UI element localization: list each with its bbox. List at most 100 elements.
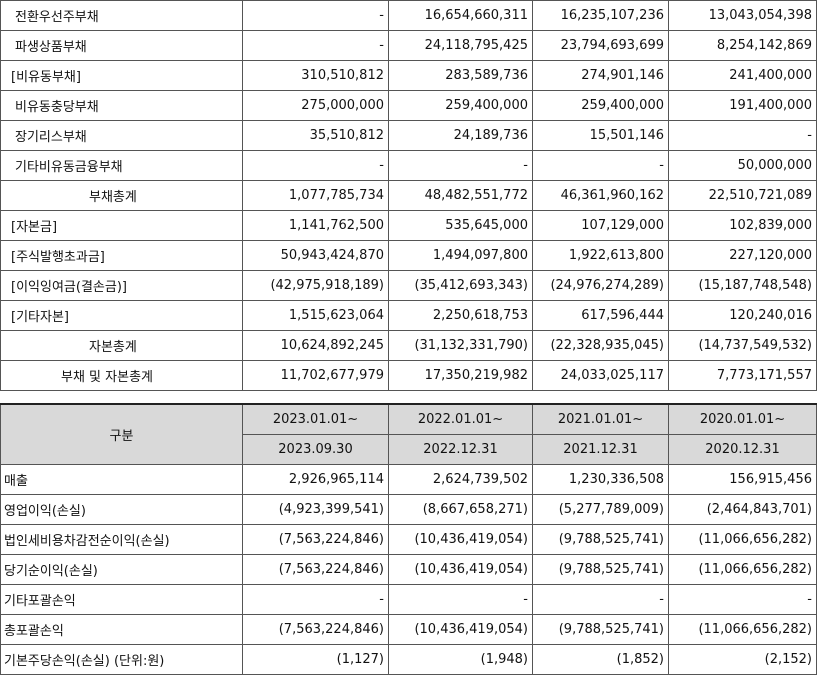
value-cell: - bbox=[532, 150, 669, 181]
value-cell: - bbox=[242, 584, 389, 615]
table-row: [자본금] 1,141,762,500 535,645,000 107,129,000… bbox=[0, 210, 817, 241]
value-cell: 46,361,960,162 bbox=[532, 180, 669, 211]
row-label: 법인세비용차감전순이익(손실) bbox=[0, 524, 243, 555]
row-label: 비유동충당부채 bbox=[0, 90, 243, 121]
table-row: [이익잉여금(결손금)] (42,975,918,189) (35,412,693,… bbox=[0, 270, 817, 301]
table-row: 당기순이익(손실) (7,563,224,846) (10,436,419,054)… bbox=[0, 554, 817, 585]
row-label: [기타자본] bbox=[0, 300, 243, 331]
period-start-cell: 2020.01.01~ bbox=[668, 403, 817, 435]
category-header: 구분 bbox=[0, 403, 243, 465]
period-start-cell: 2021.01.01~ bbox=[532, 403, 669, 435]
table-row: 영업이익(손실) (4,923,399,541) (8,667,658,271) (5… bbox=[0, 494, 817, 525]
row-label: [이익잉여금(결손금)] bbox=[0, 270, 243, 301]
value-cell: - bbox=[242, 0, 389, 31]
value-cell: (10,436,419,054) bbox=[388, 524, 533, 555]
value-cell: 35,510,812 bbox=[242, 120, 389, 151]
value-cell: (11,066,656,282) bbox=[668, 614, 817, 645]
value-cell: - bbox=[388, 150, 533, 181]
value-cell: (2,464,843,701) bbox=[668, 494, 817, 525]
period-end-cell: 2020.12.31 bbox=[668, 434, 817, 465]
value-cell: 1,515,623,064 bbox=[242, 300, 389, 331]
value-cell: (11,066,656,282) bbox=[668, 524, 817, 555]
value-cell: 1,141,762,500 bbox=[242, 210, 389, 241]
value-cell: 16,235,107,236 bbox=[532, 0, 669, 31]
income-statement-table: 구분 2023.01.01~ 2022.01.01~ 2021.01.01~ 2… bbox=[0, 403, 817, 675]
value-cell: 156,915,456 bbox=[668, 464, 817, 495]
period-end-cell: 2023.09.30 bbox=[242, 434, 389, 465]
row-label: [자본금] bbox=[0, 210, 243, 241]
row-label: 기타포괄손익 bbox=[0, 584, 243, 615]
value-cell: 17,350,219,982 bbox=[388, 360, 533, 391]
value-cell: - bbox=[242, 30, 389, 61]
balance-sheet-table: 전환우선주부채 -16,654,660,311 16,235,107,236 13,0… bbox=[0, 0, 817, 391]
value-cell: (9,788,525,741) bbox=[532, 524, 669, 555]
row-label: 전환우선주부채 bbox=[0, 0, 243, 31]
value-cell: (8,667,658,271) bbox=[388, 494, 533, 525]
table-row: 기타포괄손익 - - - - bbox=[0, 584, 817, 615]
table-row: 장기리스부채 35,510,812 24,189,736 15,501,146- bbox=[0, 120, 817, 151]
value-cell: (24,976,274,289) bbox=[532, 270, 669, 301]
value-cell: (10,436,419,054) bbox=[388, 554, 533, 585]
value-cell: (2,152) bbox=[668, 644, 817, 675]
row-label: 부채 및 자본총계 bbox=[0, 360, 243, 391]
value-cell: 274,901,146 bbox=[532, 60, 669, 91]
value-cell: 50,000,000 bbox=[668, 150, 817, 181]
value-cell: 24,118,795,425 bbox=[388, 30, 533, 61]
table-row: [주식발행초과금] 50,943,424,870 1,494,097,800 1,92… bbox=[0, 240, 817, 271]
value-cell: (9,788,525,741) bbox=[532, 614, 669, 645]
value-cell: (10,436,419,054) bbox=[388, 614, 533, 645]
period-start-cell: 2022.01.01~ bbox=[388, 403, 533, 435]
value-cell: 120,240,016 bbox=[668, 300, 817, 331]
value-cell: 227,120,000 bbox=[668, 240, 817, 271]
table-row: 기타비유동금융부채 - - -50,000,000 bbox=[0, 150, 817, 181]
value-cell: 617,596,444 bbox=[532, 300, 669, 331]
value-cell: (7,563,224,846) bbox=[242, 524, 389, 555]
row-label: [주식발행초과금] bbox=[0, 240, 243, 271]
table-row: 파생상품부채 -24,118,795,425 23,794,693,699 8,254… bbox=[0, 30, 817, 61]
value-cell: (4,923,399,541) bbox=[242, 494, 389, 525]
value-cell: 107,129,000 bbox=[532, 210, 669, 241]
value-cell: - bbox=[668, 584, 817, 615]
value-cell: 259,400,000 bbox=[532, 90, 669, 121]
table-row: 매출 2,926,965,114 2,624,739,502 1,230,336,50… bbox=[0, 464, 817, 495]
row-label: 파생상품부채 bbox=[0, 30, 243, 61]
value-cell: 50,943,424,870 bbox=[242, 240, 389, 271]
value-cell: (22,328,935,045) bbox=[532, 330, 669, 361]
value-cell: 1,494,097,800 bbox=[388, 240, 533, 271]
value-cell: 7,773,171,557 bbox=[668, 360, 817, 391]
period-end-cell: 2021.12.31 bbox=[532, 434, 669, 465]
value-cell: 283,589,736 bbox=[388, 60, 533, 91]
row-label: [비유동부채] bbox=[0, 60, 243, 91]
value-cell: 48,482,551,772 bbox=[388, 180, 533, 211]
value-cell: 259,400,000 bbox=[388, 90, 533, 121]
row-label: 장기리스부채 bbox=[0, 120, 243, 151]
value-cell: (7,563,224,846) bbox=[242, 614, 389, 645]
value-cell: 102,839,000 bbox=[668, 210, 817, 241]
value-cell: (5,277,789,009) bbox=[532, 494, 669, 525]
value-cell: 1,922,613,800 bbox=[532, 240, 669, 271]
row-label: 자본총계 bbox=[0, 330, 243, 361]
table-row: 자본총계 10,624,892,245 (31,132,331,790) (22,32… bbox=[0, 330, 817, 361]
header-row-period-start: 구분 2023.01.01~ 2022.01.01~ 2021.01.01~ 2… bbox=[0, 403, 817, 465]
value-cell: 2,926,965,114 bbox=[242, 464, 389, 495]
value-cell: 10,624,892,245 bbox=[242, 330, 389, 361]
value-cell: 23,794,693,699 bbox=[532, 30, 669, 61]
value-cell: 2,250,618,753 bbox=[388, 300, 533, 331]
table-row: 전환우선주부채 -16,654,660,311 16,235,107,236 13,0… bbox=[0, 0, 817, 31]
value-cell: 241,400,000 bbox=[668, 60, 817, 91]
row-label: 총포괄손익 bbox=[0, 614, 243, 645]
period-end-cell: 2022.12.31 bbox=[388, 434, 533, 465]
row-label: 부채총계 bbox=[0, 180, 243, 211]
table-row: 부채 및 자본총계 11,702,677,979 17,350,219,982 24,… bbox=[0, 360, 817, 391]
table-row: 부채총계 1,077,785,734 48,482,551,772 46,361,96… bbox=[0, 180, 817, 211]
header-row-period-end: 2023.09.30 2022.12.31 2021.12.31 2020.12… bbox=[1, 434, 817, 465]
value-cell: (7,563,224,846) bbox=[242, 554, 389, 585]
table-row: 기본주당손익(손실) (단위:원) (1,127) (1,948) (1,852) (2… bbox=[0, 644, 817, 675]
value-cell: 24,033,025,117 bbox=[532, 360, 669, 391]
value-cell: (11,066,656,282) bbox=[668, 554, 817, 585]
value-cell: 8,254,142,869 bbox=[668, 30, 817, 61]
row-label: 매출 bbox=[0, 464, 243, 495]
value-cell: (14,737,549,532) bbox=[668, 330, 817, 361]
value-cell: 191,400,000 bbox=[668, 90, 817, 121]
value-cell: (1,127) bbox=[242, 644, 389, 675]
